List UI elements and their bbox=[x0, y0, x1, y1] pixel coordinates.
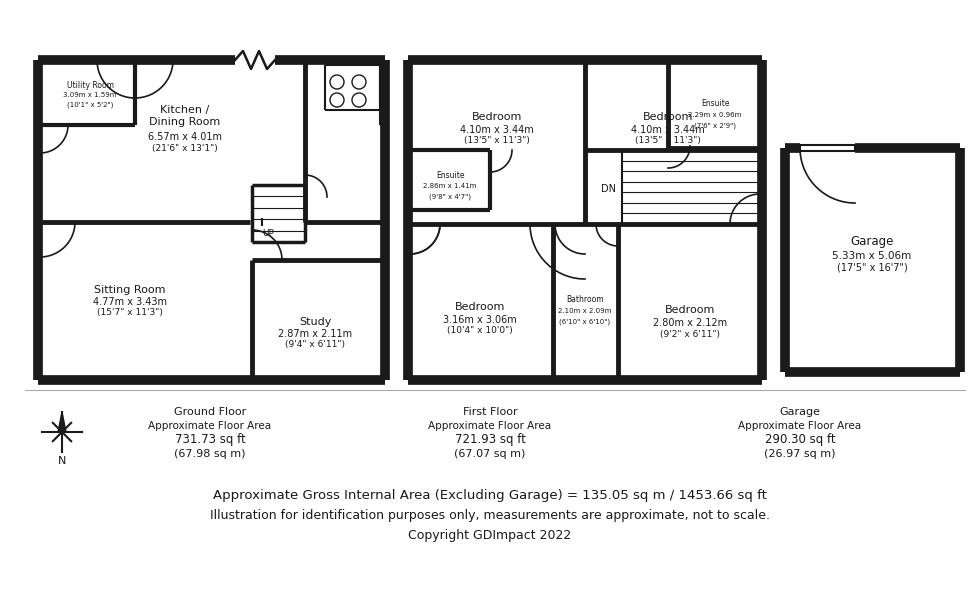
Text: 3.09m x 1.59m: 3.09m x 1.59m bbox=[64, 92, 117, 98]
Polygon shape bbox=[58, 412, 66, 432]
Text: Garage: Garage bbox=[851, 235, 894, 248]
Text: Approximate Floor Area: Approximate Floor Area bbox=[148, 421, 271, 431]
Text: 2.80m x 2.12m: 2.80m x 2.12m bbox=[653, 318, 727, 328]
Text: 3.16m x 3.06m: 3.16m x 3.06m bbox=[443, 315, 516, 325]
Text: N: N bbox=[58, 456, 67, 466]
Text: 4.10m x 3.44m: 4.10m x 3.44m bbox=[461, 125, 534, 135]
Text: (9'2" x 6'11"): (9'2" x 6'11") bbox=[660, 329, 720, 338]
Text: (10'4" x 10'0"): (10'4" x 10'0") bbox=[447, 326, 513, 335]
Text: (10'1" x 5'2"): (10'1" x 5'2") bbox=[67, 102, 113, 108]
Text: Bedroom: Bedroom bbox=[471, 112, 522, 122]
Text: Garage: Garage bbox=[779, 407, 820, 417]
Text: 731.73 sq ft: 731.73 sq ft bbox=[174, 433, 245, 446]
Text: Bathroom: Bathroom bbox=[566, 295, 604, 304]
Text: UP: UP bbox=[262, 229, 274, 238]
Text: Kitchen /: Kitchen / bbox=[161, 105, 210, 115]
Text: 2.10m x 2.09m: 2.10m x 2.09m bbox=[559, 308, 612, 314]
Text: 290.30 sq ft: 290.30 sq ft bbox=[764, 433, 835, 446]
Text: Utility Room: Utility Room bbox=[67, 80, 114, 89]
Text: (13'5" x 11'3"): (13'5" x 11'3") bbox=[465, 136, 530, 145]
Text: (6'10" x 6'10"): (6'10" x 6'10") bbox=[560, 319, 611, 325]
Text: Dining Room: Dining Room bbox=[149, 117, 220, 127]
Text: Study: Study bbox=[299, 317, 331, 327]
Text: 5.33m x 5.06m: 5.33m x 5.06m bbox=[832, 251, 911, 261]
Text: (21'6" x 13'1"): (21'6" x 13'1") bbox=[152, 143, 218, 152]
Text: (13'5" x 11'3"): (13'5" x 11'3") bbox=[635, 136, 701, 145]
Text: 721.93 sq ft: 721.93 sq ft bbox=[455, 433, 525, 446]
Text: First Floor: First Floor bbox=[463, 407, 517, 417]
Text: Illustration for identification purposes only, measurements are approximate, not: Illustration for identification purposes… bbox=[210, 509, 770, 521]
Text: Copyright GDImpact 2022: Copyright GDImpact 2022 bbox=[409, 529, 571, 541]
Text: (9'8" x 4'7"): (9'8" x 4'7") bbox=[429, 194, 471, 200]
Text: Bedroom: Bedroom bbox=[643, 112, 693, 122]
Text: Approximate Gross Internal Area (Excluding Garage) = 135.05 sq m / 1453.66 sq ft: Approximate Gross Internal Area (Excludi… bbox=[213, 488, 767, 502]
Text: 2.86m x 1.41m: 2.86m x 1.41m bbox=[423, 183, 476, 189]
Text: (15'7" x 11'3"): (15'7" x 11'3") bbox=[97, 308, 163, 317]
Text: (9'4" x 6'11"): (9'4" x 6'11") bbox=[285, 340, 345, 349]
Text: 4.77m x 3.43m: 4.77m x 3.43m bbox=[93, 297, 167, 307]
Text: (67.07 sq m): (67.07 sq m) bbox=[455, 449, 525, 459]
Text: Sitting Room: Sitting Room bbox=[94, 285, 166, 295]
Text: 6.57m x 4.01m: 6.57m x 4.01m bbox=[148, 132, 222, 142]
Text: Ensuite: Ensuite bbox=[701, 100, 729, 109]
Text: (7'6" x 2'9"): (7'6" x 2'9") bbox=[694, 123, 736, 129]
Text: (67.98 sq m): (67.98 sq m) bbox=[174, 449, 246, 459]
Text: Bedroom: Bedroom bbox=[664, 305, 715, 315]
Text: (26.97 sq m): (26.97 sq m) bbox=[764, 449, 836, 459]
Text: Ensuite: Ensuite bbox=[436, 170, 465, 179]
Text: Approximate Floor Area: Approximate Floor Area bbox=[428, 421, 552, 431]
Text: 2.87m x 2.11m: 2.87m x 2.11m bbox=[278, 329, 352, 339]
Text: Ground Floor: Ground Floor bbox=[173, 407, 246, 417]
Text: 2.29m x 0.96m: 2.29m x 0.96m bbox=[688, 112, 742, 118]
Text: 4.10m x 3.44m: 4.10m x 3.44m bbox=[631, 125, 705, 135]
Text: (17'5" x 16'7"): (17'5" x 16'7") bbox=[837, 263, 907, 273]
Text: Approximate Floor Area: Approximate Floor Area bbox=[739, 421, 861, 431]
Text: DN: DN bbox=[601, 184, 615, 194]
Text: Bedroom: Bedroom bbox=[455, 302, 505, 312]
